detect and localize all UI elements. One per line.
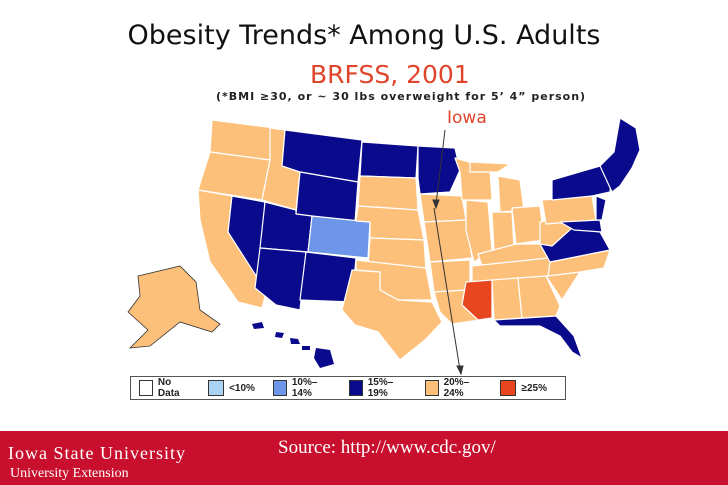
state-colorado bbox=[307, 215, 371, 259]
state-minnesota bbox=[417, 145, 461, 195]
legend-label: 20%–24% bbox=[443, 377, 470, 399]
university-extension: University Extension bbox=[10, 466, 129, 481]
legend-pointer-line bbox=[433, 207, 461, 371]
university-name: Iowa State University bbox=[8, 443, 186, 463]
state-missouri bbox=[423, 219, 473, 263]
footer-bar: Iowa State University University Extensi… bbox=[0, 431, 728, 485]
state-alaska bbox=[127, 265, 221, 349]
page-title: Obesity Trends* Among U.S. Adults bbox=[127, 20, 601, 51]
legend-item: <10% bbox=[208, 380, 255, 396]
legend-label: <10% bbox=[229, 382, 255, 394]
source-citation: Source: http://www.cdc.gov/ bbox=[278, 437, 496, 458]
iowa-pointer-line bbox=[435, 129, 446, 205]
state-north-dakota bbox=[359, 141, 419, 179]
state-alabama bbox=[491, 277, 523, 321]
legend-swatch bbox=[424, 380, 439, 396]
state-new-jersey bbox=[595, 195, 607, 221]
state-new-england bbox=[599, 117, 641, 193]
state-mississippi bbox=[461, 279, 493, 321]
page-subtitle: BRFSS, 2001 bbox=[310, 60, 470, 89]
legend-label: ≥25% bbox=[521, 382, 547, 394]
iowa-callout-label: Iowa bbox=[447, 108, 487, 128]
legend-swatch bbox=[208, 380, 225, 396]
state-michigan-up bbox=[469, 161, 511, 173]
us-obesity-map bbox=[127, 117, 641, 376]
state-hawaii bbox=[252, 322, 334, 368]
legend-swatch bbox=[272, 380, 287, 396]
legend-item: ≥25% bbox=[500, 380, 547, 396]
legend-swatch bbox=[348, 380, 363, 396]
state-michigan bbox=[497, 175, 525, 213]
legend-label: 10%–14% bbox=[291, 377, 318, 399]
iowa-pointer-arrow bbox=[432, 199, 440, 210]
state-iowa bbox=[419, 193, 467, 223]
legend-label: No Data bbox=[157, 377, 180, 399]
state-ohio bbox=[511, 205, 545, 245]
state-maryland bbox=[559, 219, 603, 233]
state-georgia bbox=[517, 275, 561, 319]
legend-item: 10%–14% bbox=[272, 377, 331, 399]
legend-label: 15%–19% bbox=[367, 377, 394, 399]
legend-item: No Data bbox=[139, 377, 190, 399]
state-florida bbox=[493, 315, 583, 359]
state-arizona bbox=[254, 247, 307, 311]
legend-item: 20%–24% bbox=[424, 377, 483, 399]
state-pennsylvania bbox=[541, 195, 597, 225]
legend-item: 15%–19% bbox=[348, 377, 407, 399]
state-south-dakota bbox=[357, 175, 419, 211]
bmi-note: (*BMI ≥30, or ~ 30 lbs overweight for 5’… bbox=[216, 90, 587, 103]
legend-swatch bbox=[139, 380, 153, 396]
map-legend: No Data <10% 10%–14% 15%–19% 20%–24% ≥25% bbox=[130, 376, 566, 400]
legend-pointer-arrow bbox=[456, 365, 464, 376]
state-texas bbox=[341, 269, 443, 361]
state-arkansas bbox=[429, 259, 471, 293]
legend-swatch bbox=[500, 380, 517, 396]
